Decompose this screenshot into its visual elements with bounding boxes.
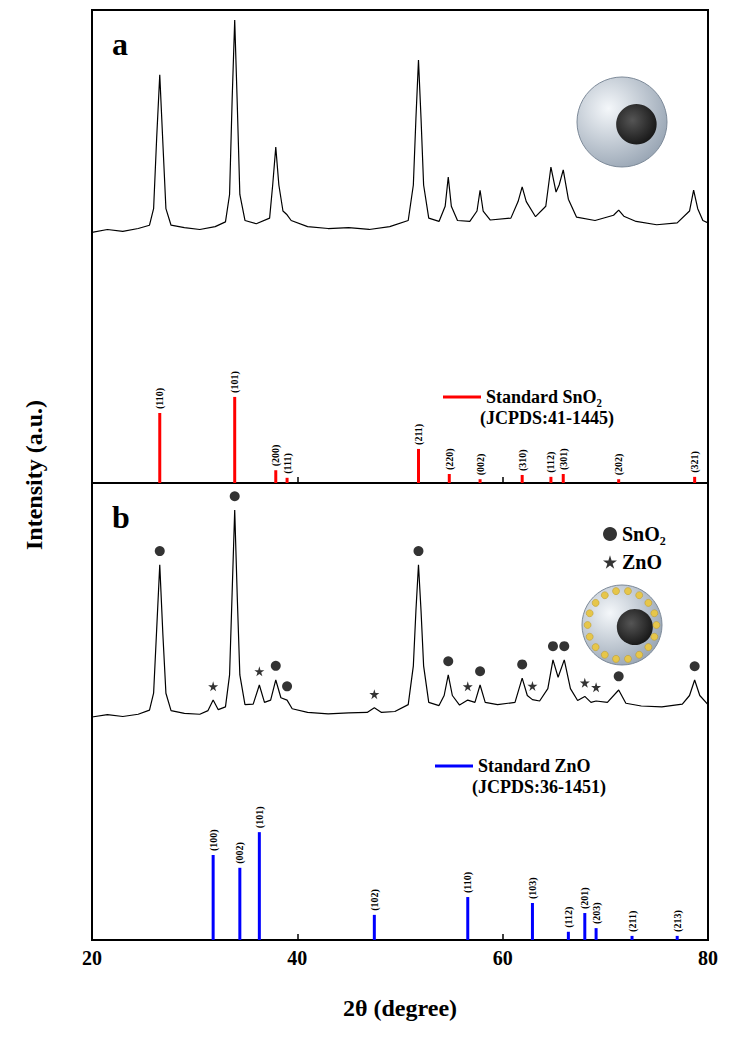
svg-text:(203): (203)	[591, 902, 603, 924]
svg-text:(310): (310)	[517, 449, 529, 471]
svg-text:(201): (201)	[579, 887, 591, 909]
svg-text:(110): (110)	[462, 872, 474, 893]
svg-text:b: b	[112, 499, 130, 535]
svg-text:(111): (111)	[282, 453, 294, 474]
svg-text:(202): (202)	[613, 454, 625, 476]
svg-text:2θ (degree): 2θ (degree)	[343, 995, 457, 1021]
svg-text:(213): (213)	[672, 910, 684, 932]
svg-text:(002): (002)	[475, 454, 487, 476]
svg-text:(002): (002)	[234, 842, 246, 864]
svg-text:(101): (101)	[254, 806, 266, 828]
svg-text:(100): (100)	[208, 829, 220, 851]
svg-text:(301): (301)	[558, 448, 570, 470]
svg-text:(220): (220)	[444, 448, 456, 470]
svg-text:(102): (102)	[369, 889, 381, 911]
svg-text:(101): (101)	[229, 371, 241, 393]
svg-text:(211): (211)	[413, 424, 425, 445]
svg-text:(JCPDS:36-1451): (JCPDS:36-1451)	[472, 777, 606, 798]
svg-text:Standard SnO₂: Standard SnO₂	[486, 387, 602, 407]
svg-text:80: 80	[698, 947, 718, 969]
svg-text:Intensity (a.u.): Intensity (a.u.)	[21, 400, 47, 550]
svg-text:20: 20	[82, 947, 102, 969]
svg-text:(JCPDS:41-1445): (JCPDS:41-1445)	[480, 408, 614, 429]
svg-text:a: a	[112, 26, 128, 62]
svg-text:60: 60	[493, 947, 513, 969]
svg-text:(110): (110)	[154, 388, 166, 409]
svg-text:(112): (112)	[545, 452, 557, 473]
svg-text:(103): (103)	[527, 877, 539, 899]
svg-text:(321): (321)	[689, 451, 701, 473]
svg-text:40: 40	[287, 947, 307, 969]
svg-text:(211): (211)	[627, 911, 639, 932]
svg-text:(200): (200)	[270, 445, 282, 467]
svg-text:(112): (112)	[563, 907, 575, 928]
svg-text:SnO₂: SnO₂	[622, 523, 666, 545]
svg-text:Standard ZnO: Standard ZnO	[478, 756, 591, 776]
svg-text:ZnO: ZnO	[622, 551, 662, 573]
